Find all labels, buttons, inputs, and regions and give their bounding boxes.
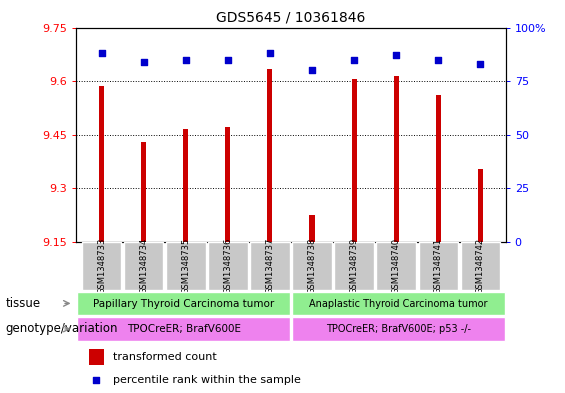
FancyBboxPatch shape: [82, 242, 121, 290]
Point: [97, 50, 106, 56]
Text: GSM1348733: GSM1348733: [97, 238, 106, 294]
Text: GSM1348736: GSM1348736: [223, 238, 232, 294]
FancyBboxPatch shape: [77, 318, 290, 341]
Bar: [89, 349, 104, 365]
Point: [307, 67, 316, 73]
Text: GSM1348738: GSM1348738: [307, 238, 316, 294]
FancyBboxPatch shape: [292, 242, 332, 290]
Text: GSM1348739: GSM1348739: [350, 238, 359, 294]
Bar: [225, 127, 231, 242]
Text: Papillary Thyroid Carcinoma tumor: Papillary Thyroid Carcinoma tumor: [93, 299, 274, 309]
FancyBboxPatch shape: [166, 242, 206, 290]
FancyBboxPatch shape: [419, 242, 458, 290]
FancyBboxPatch shape: [376, 242, 416, 290]
Text: genotype/variation: genotype/variation: [6, 322, 118, 336]
Text: GSM1348742: GSM1348742: [476, 238, 485, 294]
Point: [139, 59, 148, 65]
Text: TPOCreER; BrafV600E; p53 -/-: TPOCreER; BrafV600E; p53 -/-: [326, 324, 471, 334]
Point: [434, 57, 443, 63]
Point: [392, 52, 401, 59]
Text: GSM1348735: GSM1348735: [181, 238, 190, 294]
Text: percentile rank within the sample: percentile rank within the sample: [113, 375, 301, 385]
Text: tissue: tissue: [6, 297, 41, 310]
Text: transformed count: transformed count: [113, 352, 216, 362]
FancyBboxPatch shape: [292, 292, 505, 315]
Text: TPOCreER; BrafV600E: TPOCreER; BrafV600E: [127, 324, 241, 334]
FancyBboxPatch shape: [124, 242, 163, 290]
Point: [92, 377, 101, 384]
Point: [181, 57, 190, 63]
Title: GDS5645 / 10361846: GDS5645 / 10361846: [216, 11, 366, 25]
FancyBboxPatch shape: [292, 318, 505, 341]
Text: GSM1348740: GSM1348740: [392, 238, 401, 294]
Bar: [99, 86, 104, 242]
Text: GSM1348741: GSM1348741: [434, 238, 443, 294]
Point: [476, 61, 485, 67]
Bar: [436, 95, 441, 242]
Bar: [267, 68, 272, 242]
Text: Anaplastic Thyroid Carcinoma tumor: Anaplastic Thyroid Carcinoma tumor: [309, 299, 488, 309]
Bar: [478, 169, 483, 242]
Bar: [141, 142, 146, 242]
Bar: [351, 79, 357, 242]
FancyBboxPatch shape: [334, 242, 374, 290]
FancyBboxPatch shape: [208, 242, 247, 290]
Point: [350, 57, 359, 63]
FancyBboxPatch shape: [460, 242, 500, 290]
Bar: [394, 76, 399, 242]
FancyBboxPatch shape: [77, 292, 290, 315]
Text: GSM1348734: GSM1348734: [139, 238, 148, 294]
Text: GSM1348737: GSM1348737: [266, 238, 275, 294]
Bar: [310, 215, 315, 242]
Point: [223, 57, 232, 63]
Point: [266, 50, 275, 56]
Bar: [183, 129, 188, 242]
FancyBboxPatch shape: [250, 242, 290, 290]
